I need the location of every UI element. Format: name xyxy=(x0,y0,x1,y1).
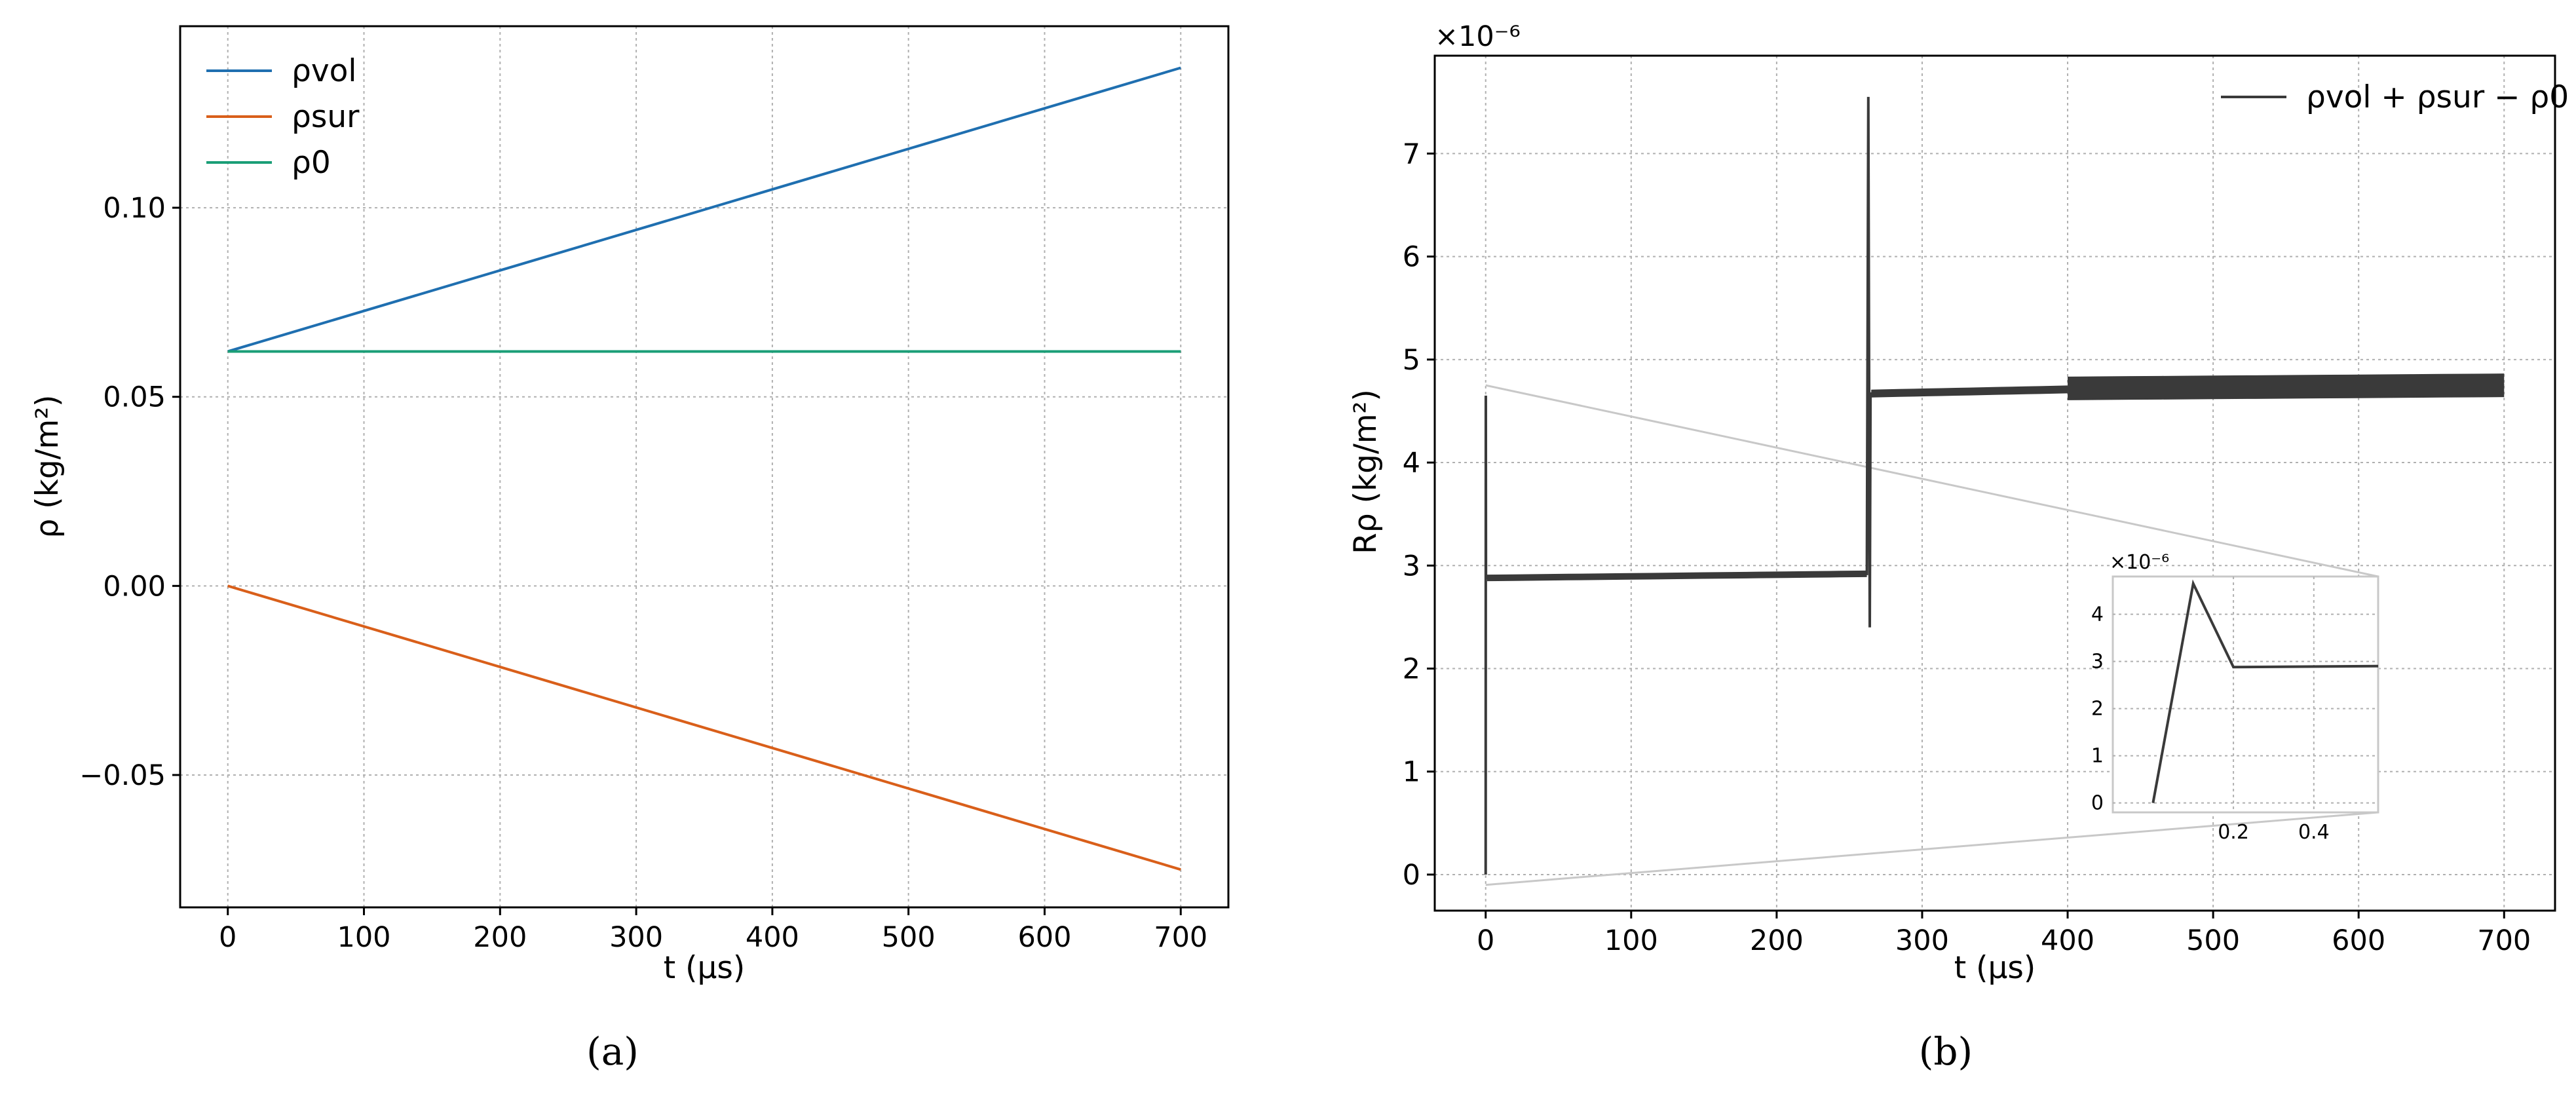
a-x-tick-label: 300 xyxy=(609,921,663,954)
b-series-lines xyxy=(1484,96,2505,875)
b-series-noise-band xyxy=(1487,570,1867,582)
b-inset-series-line xyxy=(2151,579,2379,803)
b-x-tick-label: 0 xyxy=(1477,924,1494,957)
b-y-tick-label: 1 xyxy=(1403,756,1420,789)
b-x-tick-label: 700 xyxy=(2477,924,2531,957)
b-y-axis-label: Rρ (kg/m²) xyxy=(1348,389,1384,554)
b-gridlines xyxy=(1435,56,2555,911)
b-y-tick-label: 7 xyxy=(1403,138,1420,170)
b-y-tick-label: 6 xyxy=(1403,241,1420,274)
a-y-tick-label: 0.10 xyxy=(103,192,166,225)
b-inset: 0.2 0.4 0 1 2 3 4 ×10⁻⁶ xyxy=(2091,551,2379,844)
panel-a: 0 100 200 300 400 500 600 700 −0.05 0.00 0.05 0.10… xyxy=(29,25,1230,1074)
a-legend: ρvol ρsur ρ0 xyxy=(206,53,360,181)
a-y-tick-label: 0.00 xyxy=(103,570,166,603)
b-x-tick-label: 600 xyxy=(2332,924,2385,957)
a-series-line xyxy=(227,66,1181,353)
b-inset-frame xyxy=(2112,575,2379,814)
b-x-tick-label: 200 xyxy=(1750,924,1804,957)
a-y-ticks: −0.05 0.00 0.05 0.10 xyxy=(79,192,180,792)
a-x-tick-label: 400 xyxy=(746,921,799,954)
a-x-ticks: 0 100 200 300 400 500 600 700 xyxy=(219,907,1207,954)
b-y-tick-label: 5 xyxy=(1403,344,1420,377)
b-x-axis-label: t (μs) xyxy=(1954,950,2036,986)
b-inset-y-tick-label: 0 xyxy=(2091,792,2104,815)
a-y-tick-label: −0.05 xyxy=(79,759,166,792)
a-x-tick-label: 100 xyxy=(337,921,390,954)
b-y-tick-label: 4 xyxy=(1403,447,1420,480)
b-x-tick-label: 100 xyxy=(1604,924,1658,957)
b-y-tick-label: 3 xyxy=(1403,550,1420,582)
b-inset-y-multiplier: ×10⁻⁶ xyxy=(2110,551,2169,574)
b-plot-frame xyxy=(1433,54,2556,912)
a-legend-label: ρ0 xyxy=(292,145,331,181)
b-caption: (b) xyxy=(1919,1029,1973,1074)
b-x-ticks: 0 100 200 300 400 500 600 700 xyxy=(1477,911,2531,957)
a-series-line xyxy=(227,584,1181,871)
a-caption: (a) xyxy=(586,1029,639,1074)
b-y-tick-label: 0 xyxy=(1403,859,1420,892)
b-inset-x-tick-label: 0.2 xyxy=(2218,821,2249,844)
a-series-lines xyxy=(227,66,1181,871)
b-legend-label: ρvol + ρsur − ρ0 xyxy=(2306,79,2569,115)
b-zoom-connector xyxy=(1485,811,2379,886)
a-y-axis-label: ρ (kg/m²) xyxy=(29,395,66,539)
b-zoom-connector xyxy=(1485,384,2379,578)
b-series-noise-band xyxy=(2068,373,2505,400)
b-inset-y-tick-label: 2 xyxy=(2091,698,2104,721)
a-x-tick-label: 500 xyxy=(882,921,936,954)
a-x-tick-label: 700 xyxy=(1154,921,1207,954)
a-legend-label: ρvol xyxy=(292,53,356,89)
a-gridlines xyxy=(180,26,1228,907)
b-x-tick-label: 500 xyxy=(2186,924,2240,957)
a-x-axis-label: t (μs) xyxy=(664,950,745,986)
b-legend: ρvol + ρsur − ρ0 xyxy=(2221,79,2569,115)
panel-b: 0 100 200 300 400 500 600 700 0 1 2 3 4 5 6 7 ×10⁻⁶ ρv… xyxy=(1348,20,2569,1074)
b-y-ticks: 0 1 2 3 4 5 6 7 xyxy=(1403,138,1435,892)
a-x-tick-label: 0 xyxy=(219,921,237,954)
b-x-tick-label: 400 xyxy=(2041,924,2094,957)
a-y-tick-label: 0.05 xyxy=(103,381,166,414)
b-inset-y-tick-label: 4 xyxy=(2091,603,2104,626)
b-inset-x-tick-label: 0.4 xyxy=(2298,821,2330,844)
b-inset-y-tick-label: 3 xyxy=(2091,651,2104,673)
a-x-tick-label: 200 xyxy=(473,921,527,954)
b-inset-zoom-lines xyxy=(1485,384,2379,886)
a-legend-label: ρsur xyxy=(292,99,360,135)
b-y-tick-label: 2 xyxy=(1403,653,1420,686)
b-inset-y-tick-label: 1 xyxy=(2091,745,2104,768)
b-x-tick-label: 300 xyxy=(1895,924,1949,957)
b-y-multiplier: ×10⁻⁶ xyxy=(1435,20,1521,53)
b-series-noise-band xyxy=(1871,385,2068,398)
a-x-tick-label: 600 xyxy=(1017,921,1071,954)
a-plot-frame xyxy=(179,25,1230,909)
